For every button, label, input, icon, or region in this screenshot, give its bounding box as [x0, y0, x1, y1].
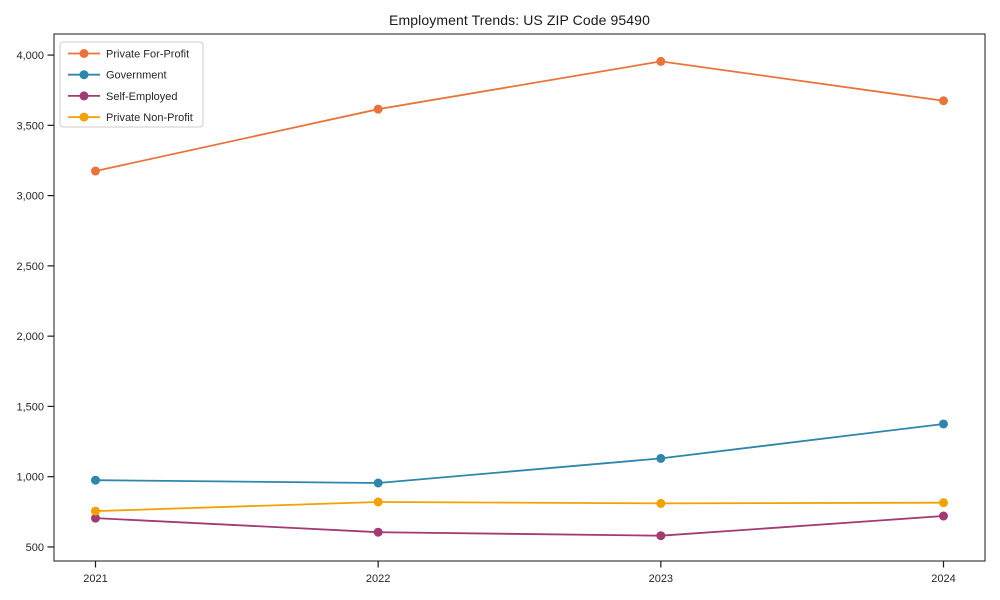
legend-marker-dot: [79, 70, 89, 80]
y-tick-label: 1,000: [16, 472, 44, 484]
y-tick-label: 500: [26, 542, 44, 554]
data-point-self-employed: [373, 527, 383, 537]
legend-entry-government: Government: [68, 70, 167, 82]
x-tick-label: 2021: [83, 573, 107, 585]
legend-marker-dot: [79, 91, 89, 101]
axes-box: [53, 33, 986, 562]
y-tick-label: 1,500: [16, 401, 44, 413]
data-point-self-employed: [91, 513, 100, 523]
y-tick-label: 2,000: [16, 331, 44, 343]
x-tick-label: 2022: [366, 573, 390, 585]
series-line-self-employed: [94, 515, 945, 537]
data-point-private-non-profit: [373, 497, 383, 507]
data-point-private-for-profit: [373, 104, 383, 114]
y-tick-label: 3,500: [16, 120, 44, 132]
legend-entry-private-for-profit: Private For-Profit: [68, 49, 189, 61]
data-point-government: [373, 478, 383, 488]
legend-label: Government: [106, 70, 167, 82]
series-line-government: [94, 423, 945, 484]
legend-label: Self-Employed: [106, 91, 178, 103]
data-point-government: [656, 453, 666, 463]
y-tick-label: 2,500: [16, 261, 44, 273]
data-point-private-non-profit: [91, 506, 100, 516]
legend-entry-private-non-profit: Private Non-Profit: [68, 112, 193, 124]
data-point-private-for-profit: [656, 56, 666, 66]
series-line-private-for-profit: [94, 60, 945, 172]
series-line-private-non-profit: [94, 501, 945, 513]
data-point-private-for-profit: [91, 166, 100, 176]
legend-marker-dot: [79, 49, 89, 58]
data-point-government: [939, 419, 948, 429]
y-tick-label: 3,000: [16, 191, 44, 203]
chart-title: Employment Trends: US ZIP Code 95490: [389, 12, 650, 28]
legend-label: Private For-Profit: [106, 49, 189, 61]
data-point-self-employed: [656, 531, 666, 541]
legend-marker-dot: [79, 112, 89, 122]
legend-label: Private Non-Profit: [106, 112, 193, 124]
legend-box: [59, 41, 204, 128]
y-tick-label: 4,000: [16, 50, 44, 62]
data-point-private-non-profit: [656, 498, 666, 508]
data-point-private-non-profit: [939, 498, 948, 508]
x-tick-label: 2023: [649, 573, 673, 585]
data-point-self-employed: [939, 511, 948, 521]
data-point-private-for-profit: [939, 96, 948, 106]
data-point-government: [91, 475, 100, 485]
x-tick-label: 2024: [931, 573, 955, 585]
legend: Private For-Profit Government Self-Employe…: [59, 41, 204, 128]
legend-entry-self-employed: Self-Employed: [68, 91, 178, 103]
